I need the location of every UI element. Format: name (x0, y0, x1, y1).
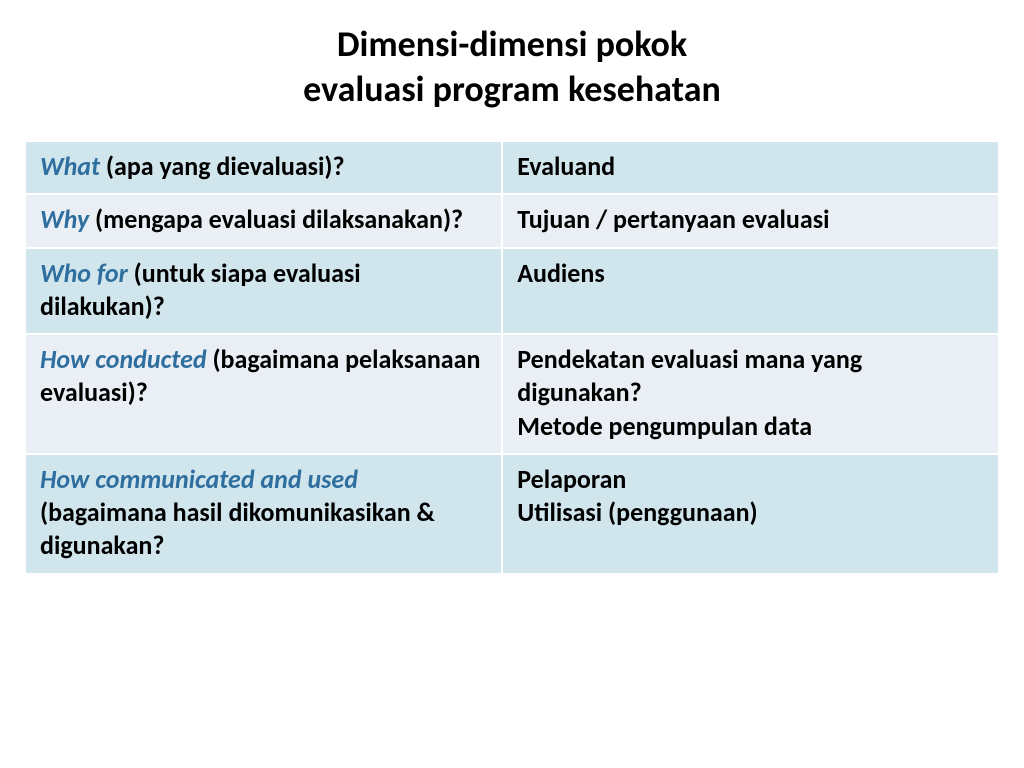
answer-text: Tujuan / pertanyaan evaluasi (517, 203, 829, 235)
answer-cell: Tujuan / pertanyaan evaluasi (502, 194, 999, 247)
dimension-term: Why (40, 203, 95, 235)
slide-title: Dimensi-dimensi pokok evaluasi program k… (0, 0, 1024, 112)
dimension-term: Who for (40, 257, 134, 289)
question-cell: Who for (untuk siapa evaluasi dilakukan)… (25, 248, 502, 335)
table-row: How communicated and used (bagaimana has… (25, 454, 999, 574)
table-row: How conducted (bagaimana pelaksanaan eva… (25, 334, 999, 454)
question-cell: Why (mengapa evaluasi dilaksanakan)? (25, 194, 502, 247)
table-row: Why (mengapa evaluasi dilaksanakan)? Tuj… (25, 194, 999, 247)
answer-text: Pelaporan Utilisasi (penggunaan) (517, 463, 757, 528)
question-cell: How conducted (bagaimana pelaksanaan eva… (25, 334, 502, 454)
answer-cell: Audiens (502, 248, 999, 335)
dimension-description: (apa yang dievaluasi)? (106, 150, 345, 182)
dimension-description: (mengapa evaluasi dilaksanakan)? (95, 203, 463, 235)
dimension-term: How communicated and used (40, 463, 358, 495)
dimensions-table: What (apa yang dievaluasi)? EvaluandWhy … (24, 140, 1000, 575)
table-row: Who for (untuk siapa evaluasi dilakukan)… (25, 248, 999, 335)
dimensions-table-wrapper: What (apa yang dievaluasi)? EvaluandWhy … (24, 140, 1000, 575)
answer-text: Pendekatan evaluasi mana yang digunakan?… (517, 343, 862, 442)
answer-cell: Pelaporan Utilisasi (penggunaan) (502, 454, 999, 574)
question-cell: How communicated and used (bagaimana has… (25, 454, 502, 574)
title-line-2: evaluasi program kesehatan (303, 67, 721, 111)
question-cell: What (apa yang dievaluasi)? (25, 141, 502, 194)
dimension-term: How conducted (40, 343, 212, 375)
answer-text: Evaluand (517, 150, 615, 182)
answer-text: Audiens (517, 257, 604, 289)
answer-cell: Evaluand (502, 141, 999, 194)
answer-cell: Pendekatan evaluasi mana yang digunakan?… (502, 334, 999, 454)
dimension-term: What (40, 150, 106, 182)
table-row: What (apa yang dievaluasi)? Evaluand (25, 141, 999, 194)
dimension-description: (bagaimana hasil dikomunikasikan & digun… (40, 496, 435, 561)
title-line-1: Dimensi-dimensi pokok (337, 22, 687, 66)
